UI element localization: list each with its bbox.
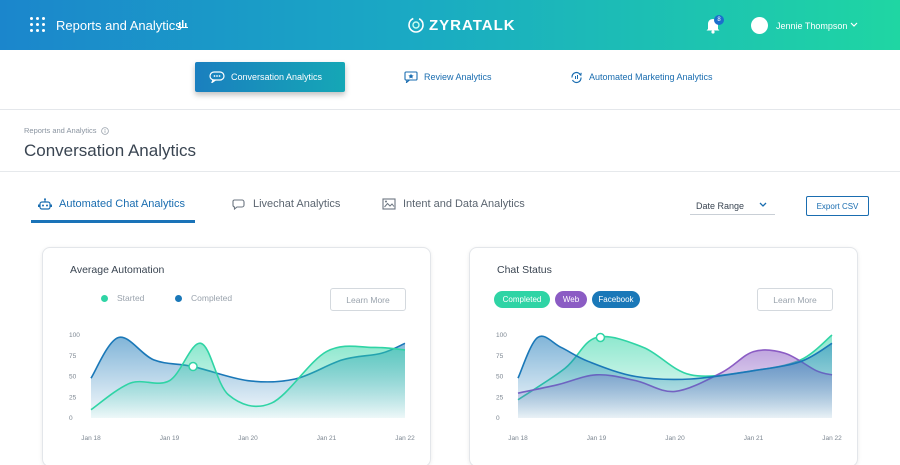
module-tab-bar: Conversation Analytics Review Analytics … [0,50,900,110]
date-range-select[interactable]: Date Range [690,197,775,215]
chat-status-chart: 0 25 50 75 100 Jan 18 Jan 19 Jan 20 Jan 21 Jan 22 [496,332,842,442]
highlight-point[interactable] [595,332,606,343]
robot-icon [38,197,52,210]
brand-logo: ZYRATALK [408,14,516,36]
x-tick-label: Jan 19 [160,435,180,442]
chart-title: Average Automation [70,264,165,276]
x-tick-label: Jan 22 [395,435,415,442]
highlight-point[interactable] [188,361,198,372]
export-csv-button[interactable]: Export CSV [806,196,869,216]
sub-tab-label: Automated Chat Analytics [59,198,185,210]
y-tick-label: 50 [496,374,504,381]
tab-label: Automated Marketing Analytics [589,72,713,82]
x-tick-label: Jan 21 [317,435,337,442]
x-tick-label: Jan 20 [238,435,258,442]
apps-grid-icon[interactable] [30,17,46,33]
avatar[interactable] [751,17,768,34]
series-line-facebook [517,335,833,381]
brand-name: ZYRATALK [429,16,516,34]
y-tick-label: 100 [496,332,507,339]
filter-pill-completed[interactable]: Completed [494,291,550,308]
legend-dot-started [101,294,108,302]
x-tick-label: Jan 21 [744,435,764,442]
y-tick-label: 0 [496,415,500,422]
chat-status-card: Chat Status Completed Web Facebook Learn… [469,247,858,465]
y-tick-label: 75 [496,353,504,360]
chevron-down-icon[interactable] [850,22,858,28]
tab-review-analytics[interactable]: Review Analytics [404,62,492,92]
sub-tab-label: Intent and Data Analytics [403,198,525,210]
x-tick-label: Jan 20 [665,435,685,442]
learn-more-button[interactable]: Learn More [330,288,406,311]
marketing-cycle-icon [571,71,582,83]
x-tick-label: Jan 19 [587,435,607,442]
filter-pill-web[interactable]: Web [555,291,587,308]
bar-chart-icon [178,20,188,28]
tab-intent-and-data-analytics[interactable]: Intent and Data Analytics [382,196,525,212]
learn-more-button[interactable]: Learn More [757,288,833,311]
zyratalk-logo-icon [408,17,424,33]
info-icon[interactable] [100,126,109,135]
legend-label: Started [117,293,145,303]
data-image-icon [382,198,396,210]
user-name[interactable]: Jennie Thompson [776,21,848,31]
chat-icon [232,199,245,210]
tab-automated-chat-analytics[interactable]: Automated Chat Analytics [38,196,185,212]
legend-completed: Completed [175,293,232,303]
average-automation-chart: 0 25 50 75 100 Jan 18 Jan 19 Jan 20 Jan 21 Jan 22 [69,332,415,442]
divider [0,171,900,172]
date-range-label: Date Range [696,201,745,211]
app-title: Reports and Analytics [56,18,182,33]
tab-livechat-analytics[interactable]: Livechat Analytics [232,196,340,212]
chat-bubble-icon [209,71,225,83]
legend-started: Started [101,293,144,303]
review-star-icon [404,71,418,83]
chart-title: Chat Status [497,264,552,276]
series-line-started [90,342,406,411]
tab-automated-marketing-analytics[interactable]: Automated Marketing Analytics [570,62,713,92]
series-area-started [91,343,405,418]
x-tick-label: Jan 22 [822,435,842,442]
top-bar: Reports and Analytics ZYRATALK 8 Jennie … [0,0,900,50]
page-title: Conversation Analytics [24,141,196,160]
y-tick-label: 25 [69,394,77,401]
y-tick-label: 75 [69,353,77,360]
breadcrumb[interactable]: Reports and Analytics [24,126,109,135]
tab-label: Conversation Analytics [231,72,323,82]
y-tick-label: 0 [69,415,73,422]
series-area-facebook [518,336,832,418]
legend-label: Completed [191,293,233,303]
average-automation-card: Average Automation Started Completed Lea… [42,247,431,465]
x-tick-label: Jan 18 [81,435,101,442]
tab-label: Review Analytics [424,72,492,82]
x-tick-label: Jan 18 [508,435,528,442]
chevron-down-icon [759,202,767,207]
y-tick-label: 50 [69,374,77,381]
legend-dot-completed [175,294,182,302]
tab-conversation-analytics[interactable]: Conversation Analytics [195,62,345,92]
active-tab-indicator [31,220,195,223]
breadcrumb-item[interactable]: Reports and Analytics [24,126,97,135]
notification-badge: 8 [714,15,724,25]
filter-pill-facebook[interactable]: Facebook [592,291,640,308]
y-tick-label: 100 [69,332,80,339]
sub-tab-label: Livechat Analytics [253,198,341,210]
y-tick-label: 25 [496,394,504,401]
